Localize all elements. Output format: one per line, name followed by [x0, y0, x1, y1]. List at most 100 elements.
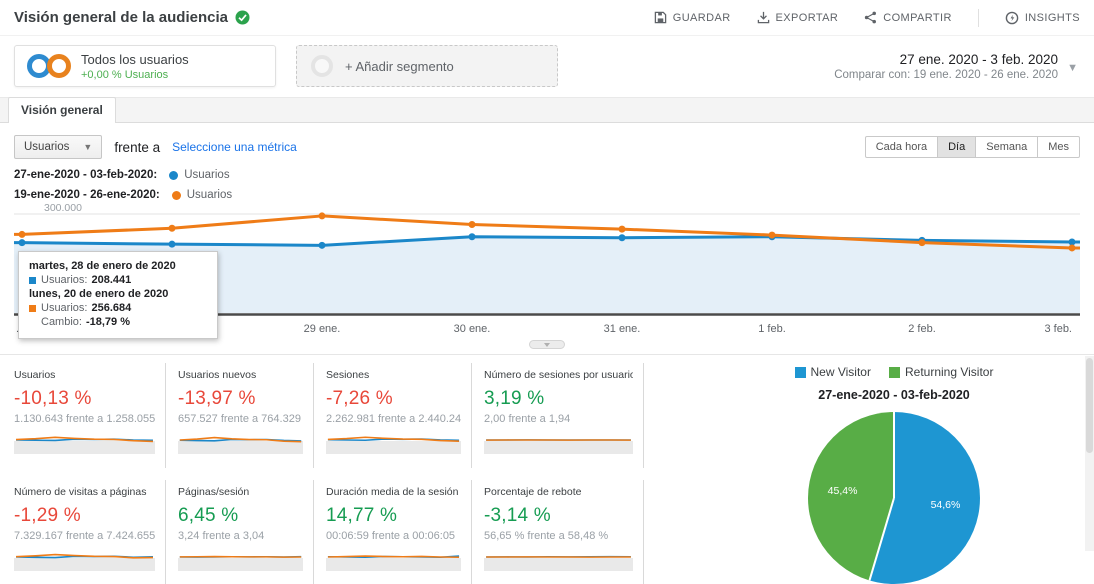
main-line-chart[interactable]: 300.000 martes, 28 de enero de 2020 Usua… [14, 209, 1080, 321]
tooltip-square-orange-icon [29, 305, 36, 312]
metric-delta: -7,26 % [326, 388, 461, 410]
granularity-month-button[interactable]: Mes [1037, 136, 1080, 158]
segment-all-users[interactable]: Todos los usuarios +0,00 % Usuarios [14, 45, 276, 87]
add-segment-button[interactable]: + Añadir segmento [296, 45, 558, 87]
y-axis-tick-label: 300.000 [44, 202, 82, 214]
metric-card-duracion-sesion[interactable]: Duración media de la sesión 14,77 % 00:0… [314, 480, 472, 584]
date-range-primary: 27 ene. 2020 - 3 feb. 2020 [834, 52, 1058, 67]
summary-section: Usuarios -10,13 % 1.130.643 frente a 1.2… [0, 355, 1094, 584]
tooltip-change-label: Cambio: [41, 316, 82, 328]
pie-legend-returning-visitor[interactable]: Returning Visitor [889, 365, 994, 379]
export-button[interactable]: EXPORTAR [757, 11, 839, 24]
tooltip-change-row: Cambio: -18,79 % [41, 316, 207, 328]
metric-card-sesiones-por-usuario[interactable]: Número de sesiones por usuario 3,19 % 2,… [472, 363, 644, 468]
tooltip-date-current: martes, 28 de enero de 2020 [29, 260, 207, 272]
metric-title: Usuarios nuevos [178, 369, 303, 381]
legend-range-current: 27-ene-2020 - 03-feb-2020: [14, 169, 157, 181]
granularity-buttons: Cada hora Día Semana Mes [866, 136, 1080, 158]
metric-delta: 3,19 % [484, 388, 633, 410]
metric-delta: -10,13 % [14, 388, 155, 410]
metric-compare: 1.130.643 frente a 1.258.055 [14, 413, 155, 425]
legend-series-previous: Usuarios [187, 189, 232, 201]
legend-range-previous: 19-ene-2020 - 26-ene-2020: [14, 189, 160, 201]
page-title-text: Visión general de la audiencia [14, 9, 228, 26]
metric-card-usuarios[interactable]: Usuarios -10,13 % 1.130.643 frente a 1.2… [14, 363, 166, 468]
share-label: COMPARTIR [883, 12, 952, 24]
chevron-down-icon: ▼ [83, 142, 92, 152]
timeline-scrubber[interactable] [529, 340, 565, 349]
export-label: EXPORTAR [776, 12, 839, 24]
metric-card-usuarios-nuevos[interactable]: Usuarios nuevos -13,97 % 657.527 frente … [166, 363, 314, 468]
pie-separator [869, 498, 895, 581]
tooltip-label-previous: Usuarios: [41, 302, 87, 314]
segment-texts: Todos los usuarios +0,00 % Usuarios [81, 52, 189, 81]
chart-tooltip: martes, 28 de enero de 2020 Usuarios: 20… [18, 251, 218, 339]
metric-title: Número de sesiones por usuario [484, 369, 633, 381]
legend-dot-blue-icon [169, 171, 178, 180]
metric-sparkline [178, 547, 303, 571]
chart-legend: 27-ene-2020 - 03-feb-2020: Usuarios 19-e… [0, 165, 1094, 201]
x-axis-label: 31 ene. [604, 323, 641, 335]
segment-delta: +0,00 % Usuarios [81, 69, 189, 81]
date-range-picker[interactable]: 27 ene. 2020 - 3 feb. 2020 Comparar con:… [834, 52, 1080, 81]
x-axis-label: 29 ene. [304, 323, 341, 335]
x-axis-label: 3 feb. [1044, 323, 1072, 335]
versus-label: frente a [114, 140, 160, 155]
tooltip-value-current: 208.441 [91, 274, 131, 286]
metric-dropdown-value: Usuarios [24, 141, 69, 153]
visitor-pie-chart[interactable]: 54,6% 45,4% [808, 412, 980, 584]
pie-legend-label: Returning Visitor [905, 365, 994, 379]
metric-sparkline [484, 547, 633, 571]
chart-controls: Usuarios ▼ frente a Seleccione una métri… [0, 123, 1094, 165]
toolbar-divider [978, 9, 979, 27]
scrollbar-thumb[interactable] [1086, 358, 1093, 453]
metric-dropdown[interactable]: Usuarios ▼ [14, 135, 102, 159]
tooltip-row-current: Usuarios: 208.441 [29, 274, 207, 286]
metric-card-sesiones[interactable]: Sesiones -7,26 % 2.262.981 frente a 2.44… [314, 363, 472, 468]
x-axis-label: 1 feb. [758, 323, 786, 335]
tooltip-change-value: -18,79 % [86, 316, 130, 328]
metric-compare: 2,00 frente a 1,94 [484, 413, 633, 425]
x-axis-label: 2 feb. [908, 323, 936, 335]
metric-delta: -13,97 % [178, 388, 303, 410]
page-title: Visión general de la audiencia [14, 9, 250, 26]
metric-compare: 00:06:59 frente a 00:06:05 [326, 530, 461, 542]
save-button[interactable]: GUARDAR [654, 11, 731, 24]
pie-legend-new-visitor[interactable]: New Visitor [795, 365, 871, 379]
granularity-hourly-button[interactable]: Cada hora [865, 136, 938, 158]
select-metric-link[interactable]: Seleccione una métrica [172, 140, 297, 154]
tooltip-label-current: Usuarios: [41, 274, 87, 286]
share-button[interactable]: COMPARTIR [864, 11, 952, 24]
metric-card-visitas-paginas[interactable]: Número de visitas a páginas -1,29 % 7.32… [14, 480, 166, 584]
metric-sparkline [326, 430, 461, 454]
segment-rings [27, 54, 71, 78]
export-icon [757, 11, 770, 24]
metric-card-paginas-sesion[interactable]: Páginas/sesión 6,45 % 3,24 frente a 3,04 [166, 480, 314, 584]
pie-slice-label-returning: 45,4% [828, 485, 858, 497]
metric-delta: 14,77 % [326, 505, 461, 527]
tab-strip: Visión general [0, 97, 1094, 123]
metric-compare: 56,65 % frente a 58,48 % [484, 530, 633, 542]
granularity-week-button[interactable]: Semana [975, 136, 1038, 158]
metric-title: Páginas/sesión [178, 486, 303, 498]
insights-label: INSIGHTS [1025, 12, 1080, 24]
tab-vision-general[interactable]: Visión general [8, 97, 116, 123]
segment-name: Todos los usuarios [81, 52, 189, 67]
metric-compare: 7.329.167 frente a 7.424.655 [14, 530, 155, 542]
metric-sparkline [484, 430, 633, 454]
insights-button[interactable]: INSIGHTS [1005, 11, 1080, 25]
vertical-scrollbar[interactable] [1085, 356, 1094, 551]
pie-separator [893, 412, 895, 498]
pie-legend-label: New Visitor [811, 365, 871, 379]
x-axis-label: 30 ene. [454, 323, 491, 335]
metric-sparkline [14, 547, 155, 571]
granularity-day-button[interactable]: Día [937, 136, 976, 158]
tooltip-square-blue-icon [29, 277, 36, 284]
segment-ring-orange-icon [47, 54, 71, 78]
insights-icon [1005, 11, 1019, 25]
metric-sparkline [326, 547, 461, 571]
pie-slice-label-new: 54,6% [931, 499, 961, 511]
metric-title: Porcentaje de rebote [484, 486, 633, 498]
pie-title: 27-ene-2020 - 03-feb-2020 [734, 388, 1054, 402]
metric-card-porcentaje-rebote[interactable]: Porcentaje de rebote -3,14 % 56,65 % fre… [472, 480, 644, 584]
